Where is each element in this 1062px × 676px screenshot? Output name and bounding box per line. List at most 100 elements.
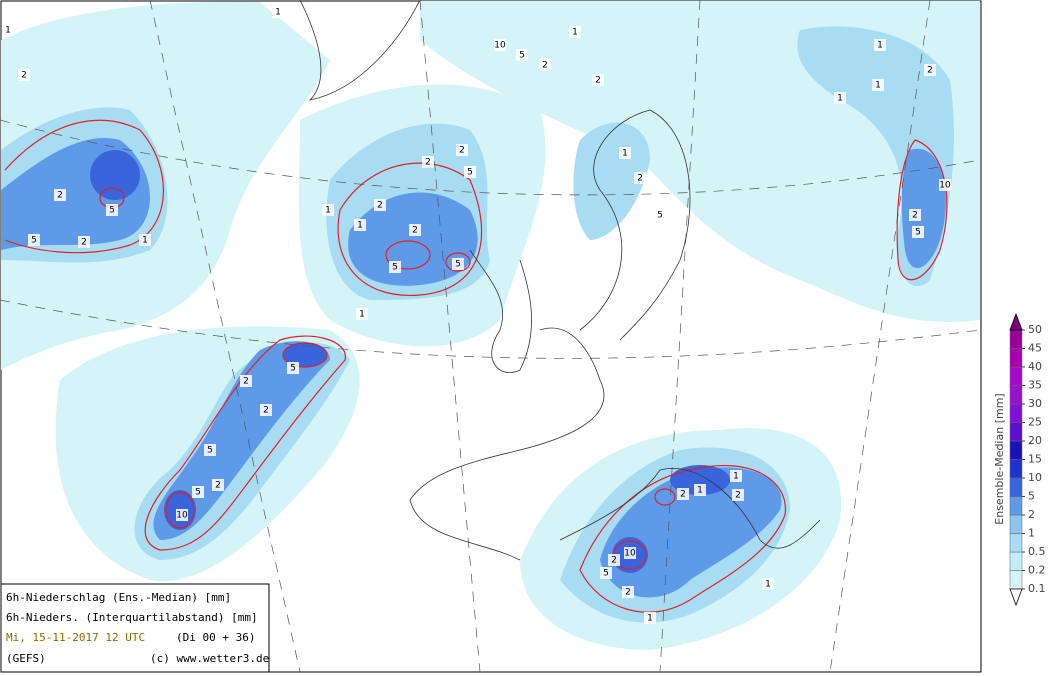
colorbar-label: Ensemble-Median [mm] <box>993 393 1006 524</box>
contour-label: 1 <box>5 26 11 36</box>
contour-label: 2 <box>81 238 87 248</box>
contour-label: 2 <box>637 174 643 184</box>
contour-label-bg <box>912 226 924 238</box>
contour-label: 2 <box>625 588 631 598</box>
contour-label-bg <box>356 308 368 320</box>
contour-label-bg <box>924 64 936 76</box>
contour-label-bg <box>287 362 299 374</box>
contour-label-bg <box>354 219 366 231</box>
contour-label-bg <box>28 234 40 246</box>
contour-label: 1 <box>647 614 653 624</box>
contour-label-bg <box>592 74 604 86</box>
contour-label: 2 <box>680 490 686 500</box>
contour-label-bg <box>2 24 14 36</box>
contour-label: 1 <box>875 81 881 91</box>
contour-label: 1 <box>622 149 628 159</box>
colorbar: Ensemble-Median [mm] 0.10.20.51251015202… <box>993 312 1046 607</box>
info-box: 6h-Niederschlag (Ens.-Median) [mm] 6h-Ni… <box>0 583 270 673</box>
contour-label-bg <box>452 258 464 270</box>
colorbar-tick-label: 50 <box>1028 323 1042 336</box>
colorbar-segment <box>1009 422 1023 442</box>
contour-label: 2 <box>215 481 221 491</box>
contour-label: 2 <box>912 211 918 221</box>
contour-label: 2 <box>542 61 548 71</box>
contour-label-bg <box>619 147 631 159</box>
contour-label-bg <box>456 144 468 156</box>
colorbar-segment <box>1009 514 1023 534</box>
legend-line: 6h-Niederschlag (Ens.-Median) [mm] <box>6 591 231 604</box>
colorbar-segment <box>1009 440 1023 460</box>
contour-label-bg <box>516 49 528 61</box>
contour-label: 5 <box>207 446 213 456</box>
colorbar-tick-label: 10 <box>1028 471 1042 484</box>
contour-label-bg <box>389 261 401 273</box>
contour-label-bg <box>622 586 634 598</box>
colorbar-tick-label: 25 <box>1028 416 1042 429</box>
contour-label-bg <box>608 554 620 566</box>
colorbar-tick-label: 20 <box>1028 434 1042 447</box>
legend-line: 6h-Nieders. (Interquartilabstand) [mm] <box>6 611 258 624</box>
precip-field <box>1 1 980 650</box>
contour-label: 2 <box>735 491 741 501</box>
colorbar-tick-label: 0.1 <box>1028 582 1046 595</box>
colorbar-tick-label: 30 <box>1028 397 1042 410</box>
contour-label-bg <box>409 224 421 236</box>
date-line: Mi, 15-11-2017 12 UTC <box>6 631 145 644</box>
contour-label: 1 <box>837 94 843 104</box>
colorbar-tick-label: 45 <box>1028 342 1042 355</box>
contour-label-bg <box>204 444 216 456</box>
contour-label-bg <box>240 375 252 387</box>
contour-label: 5 <box>392 263 398 273</box>
colorbar-tick-label: 1 <box>1028 527 1035 540</box>
colorbar-under <box>1009 588 1023 607</box>
contour-label: 5 <box>109 206 115 216</box>
contour-label: 5 <box>519 51 525 61</box>
contour-label-bg <box>569 26 581 38</box>
colorbar-segment <box>1009 459 1023 479</box>
colorbar-tick-label: 0.2 <box>1028 564 1046 577</box>
contour-label: 10 <box>624 549 636 559</box>
contour-label: 2 <box>927 66 933 76</box>
contour-label-bg <box>494 39 506 51</box>
contour-label-bg <box>834 92 846 104</box>
colorbar-tick-label: 40 <box>1028 360 1042 373</box>
info-box-frame <box>0 583 270 673</box>
contour-label: 1 <box>733 472 739 482</box>
contour-label-bg <box>677 488 689 500</box>
contour-label-bg <box>624 547 636 559</box>
contour-label-bg <box>192 486 204 498</box>
contour-label-bg <box>762 578 774 590</box>
contour-label: 5 <box>467 168 473 178</box>
contour-label: 1 <box>572 28 578 38</box>
contour-label: 10 <box>939 181 951 191</box>
contour-label: 1 <box>359 310 365 320</box>
colorbar-tick-label: 15 <box>1028 453 1042 466</box>
contour-label: 5 <box>195 488 201 498</box>
colorbar-segment <box>1009 570 1023 590</box>
contour-label-bg <box>272 6 284 18</box>
contour-label-bg <box>322 204 334 216</box>
contour-label-bg <box>539 59 551 71</box>
colorbar-tick-label: 0.5 <box>1028 545 1046 558</box>
contour-label: 2 <box>57 191 63 201</box>
contour-label-bg <box>54 189 66 201</box>
contour-label-bg <box>106 204 118 216</box>
contour-label: 5 <box>290 364 296 374</box>
colorbar-over <box>1009 312 1023 331</box>
colorbar-segment <box>1009 348 1023 368</box>
colorbar-segment <box>1009 403 1023 423</box>
colorbar-segment <box>1009 477 1023 497</box>
contour-label: 1 <box>357 221 363 231</box>
contour-label-bg <box>374 199 386 211</box>
contour-label-bg <box>260 404 272 416</box>
contour-label-bg <box>694 484 706 496</box>
contour-label-bg <box>730 470 742 482</box>
contour-label: 2 <box>459 146 465 156</box>
contour-label: 1 <box>275 8 281 18</box>
colorbar-segment <box>1009 551 1023 571</box>
colorbar-segment <box>1009 385 1023 405</box>
contour-label-bg <box>872 79 884 91</box>
